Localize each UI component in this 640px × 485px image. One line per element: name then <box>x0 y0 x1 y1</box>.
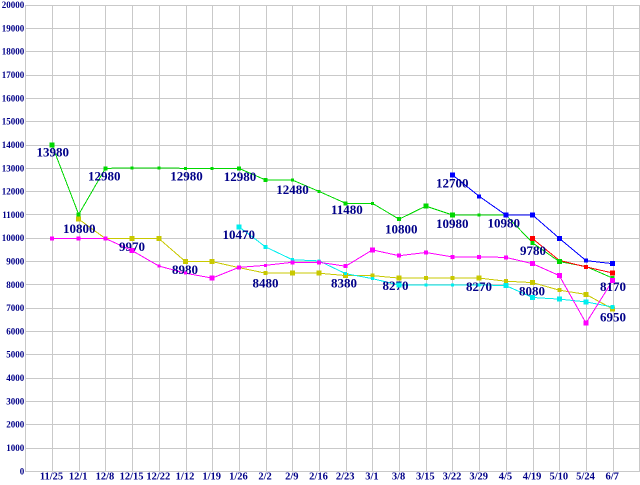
svg-text:8380: 8380 <box>331 276 357 291</box>
svg-text:4/5: 4/5 <box>499 471 512 480</box>
svg-text:9000: 9000 <box>6 257 25 267</box>
svg-text:9970: 9970 <box>119 239 145 254</box>
svg-text:1/19: 1/19 <box>202 471 221 480</box>
svg-text:10980: 10980 <box>436 216 469 231</box>
svg-text:8170: 8170 <box>600 279 626 294</box>
svg-text:12/8: 12/8 <box>96 471 115 480</box>
svg-text:8980: 8980 <box>172 262 198 277</box>
svg-text:2/23: 2/23 <box>336 471 355 480</box>
svg-text:13980: 13980 <box>37 145 70 160</box>
svg-text:8480: 8480 <box>253 276 279 291</box>
svg-text:12980: 12980 <box>224 169 256 184</box>
svg-text:13000: 13000 <box>2 163 25 173</box>
svg-text:12480: 12480 <box>276 182 309 197</box>
svg-text:8270: 8270 <box>466 279 492 294</box>
svg-text:0: 0 <box>20 466 25 476</box>
svg-text:16000: 16000 <box>2 93 25 103</box>
svg-text:5000: 5000 <box>6 350 25 360</box>
svg-text:5/24: 5/24 <box>576 471 595 480</box>
svg-text:12/15: 12/15 <box>120 471 144 480</box>
svg-text:3/22: 3/22 <box>443 471 462 480</box>
svg-text:15000: 15000 <box>2 117 25 127</box>
svg-text:12700: 12700 <box>436 176 469 191</box>
svg-text:3/15: 3/15 <box>416 471 435 480</box>
svg-text:10800: 10800 <box>385 222 418 237</box>
svg-text:18000: 18000 <box>2 47 25 57</box>
svg-text:10470: 10470 <box>223 227 256 242</box>
svg-text:4/19: 4/19 <box>523 471 542 480</box>
svg-text:12/22: 12/22 <box>146 471 170 480</box>
svg-text:4000: 4000 <box>6 373 25 383</box>
svg-text:9780: 9780 <box>520 243 546 258</box>
svg-text:19000: 19000 <box>2 23 25 33</box>
svg-text:11480: 11480 <box>331 202 363 217</box>
svg-text:5/10: 5/10 <box>549 471 568 480</box>
svg-text:2000: 2000 <box>6 420 25 430</box>
svg-text:6000: 6000 <box>6 326 25 336</box>
svg-text:11/25: 11/25 <box>40 471 63 480</box>
svg-text:2/9: 2/9 <box>285 471 298 480</box>
svg-text:8270: 8270 <box>383 278 409 293</box>
svg-text:11000: 11000 <box>2 210 25 220</box>
svg-text:6950: 6950 <box>600 310 626 325</box>
svg-text:3/1: 3/1 <box>365 471 378 480</box>
svg-text:14000: 14000 <box>2 140 25 150</box>
svg-text:17000: 17000 <box>2 70 25 80</box>
svg-text:20000: 20000 <box>2 0 25 10</box>
svg-text:2/16: 2/16 <box>309 471 328 480</box>
svg-text:3000: 3000 <box>6 396 25 406</box>
svg-text:10800: 10800 <box>63 221 96 236</box>
svg-text:12000: 12000 <box>2 187 25 197</box>
svg-text:1/26: 1/26 <box>229 471 248 480</box>
svg-text:1000: 1000 <box>6 443 25 453</box>
svg-text:7000: 7000 <box>6 303 25 313</box>
svg-text:10980: 10980 <box>488 216 521 231</box>
svg-text:12/1: 12/1 <box>69 471 88 480</box>
svg-text:3/8: 3/8 <box>392 471 405 480</box>
svg-text:12980: 12980 <box>88 169 121 184</box>
svg-text:12980: 12980 <box>170 169 203 184</box>
svg-text:6/7: 6/7 <box>605 471 618 480</box>
svg-text:8000: 8000 <box>6 280 25 290</box>
svg-text:3/29: 3/29 <box>469 471 488 480</box>
svg-text:1/12: 1/12 <box>176 471 195 480</box>
svg-text:2/2: 2/2 <box>258 471 271 480</box>
svg-text:10000: 10000 <box>2 233 25 243</box>
svg-text:8080: 8080 <box>519 284 545 299</box>
